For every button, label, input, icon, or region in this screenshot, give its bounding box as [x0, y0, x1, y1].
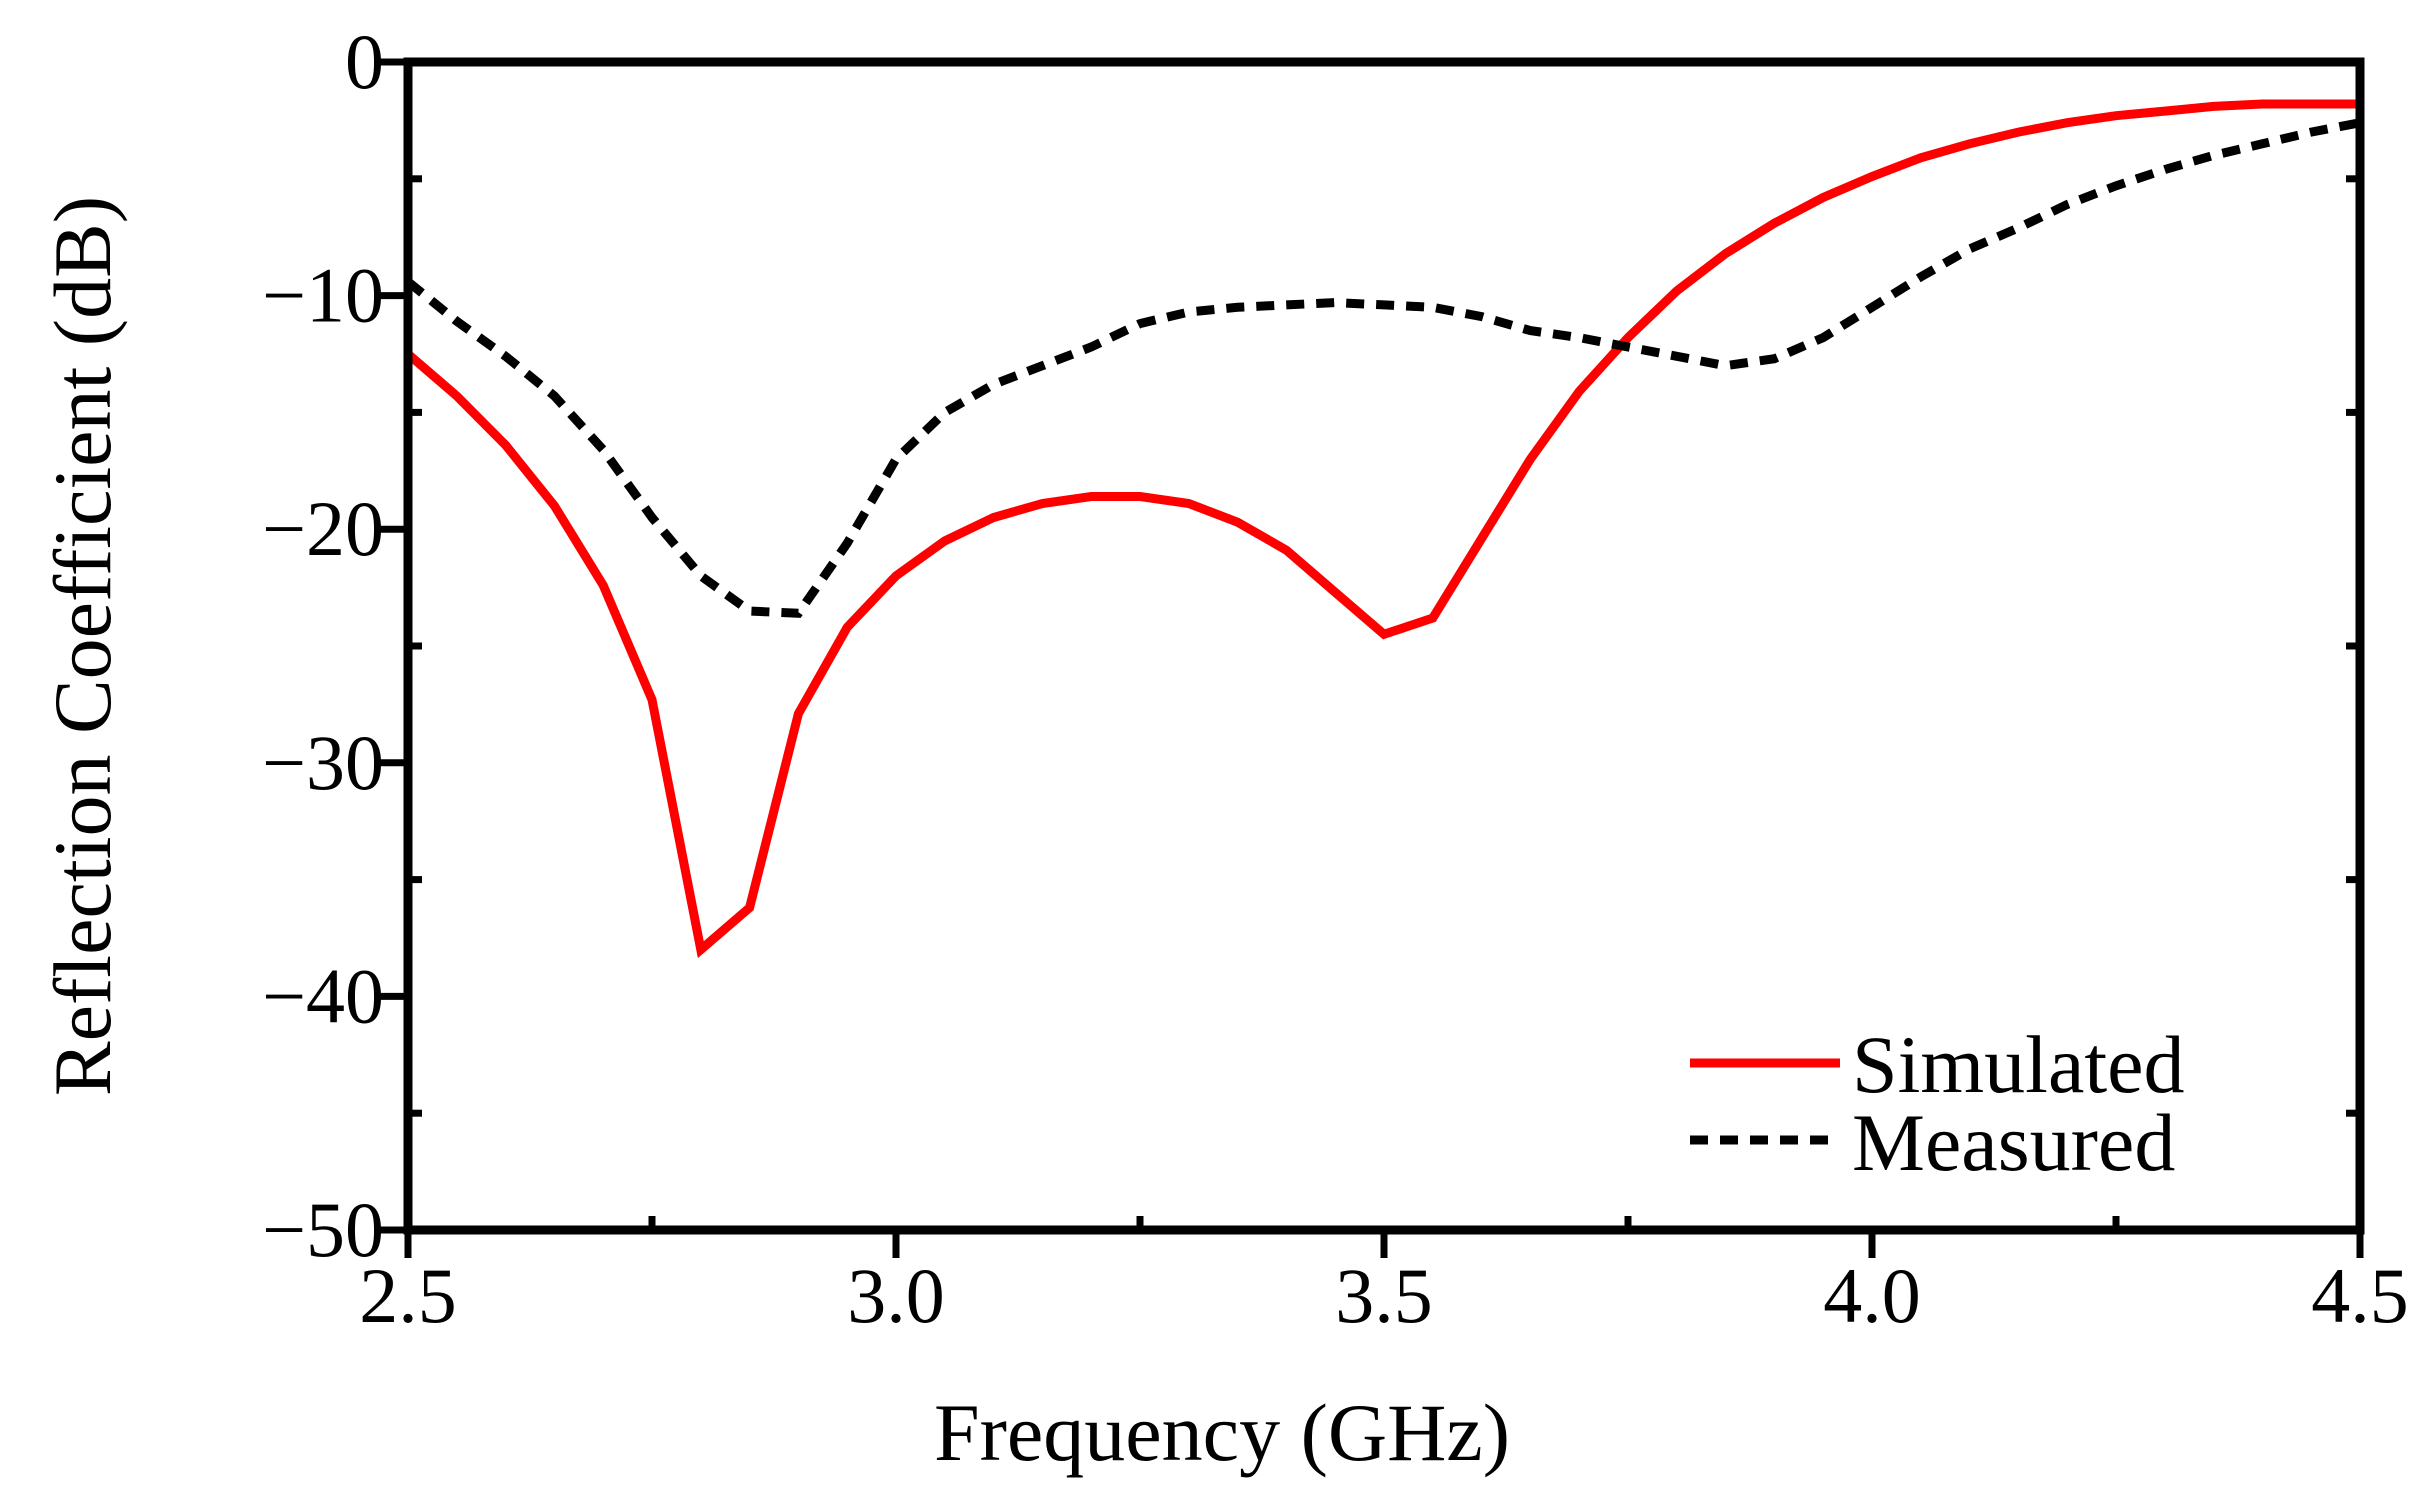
y-tick-label: −50: [262, 1186, 384, 1273]
y-axis-tick-labels: 0 −10 −20 −30 −40 −50: [262, 18, 384, 1273]
y-axis-title: Reflection Coefficient (dB): [37, 196, 128, 1096]
series-line-simulated: [405, 99, 2360, 959]
y-tick-label: −10: [262, 252, 384, 339]
x-tick-label: 3.0: [847, 1252, 945, 1339]
x-axis-title: Frequency (GHz): [934, 1387, 1510, 1478]
legend: Simulated Measured: [1690, 1019, 2185, 1188]
x-axis-tick-labels: 2.5 3.0 3.5 4.0 4.5: [359, 1252, 2409, 1339]
legend-label-simulated: Simulated: [1852, 1019, 2185, 1110]
x-tick-label: 3.5: [1335, 1252, 1433, 1339]
x-tick-label: 2.5: [359, 1252, 457, 1339]
series-line-measured: [405, 118, 2361, 618]
y-tick-label: −20: [262, 485, 384, 572]
y-tick-label: −30: [262, 719, 384, 806]
y-tick-label: −40: [262, 952, 384, 1039]
x-tick-label: 4.0: [1823, 1252, 1921, 1339]
y-tick-label: 0: [345, 18, 384, 105]
x-tick-label: 4.5: [2311, 1252, 2409, 1339]
plot-frame: [403, 57, 2365, 1235]
legend-label-measured: Measured: [1852, 1097, 2175, 1188]
